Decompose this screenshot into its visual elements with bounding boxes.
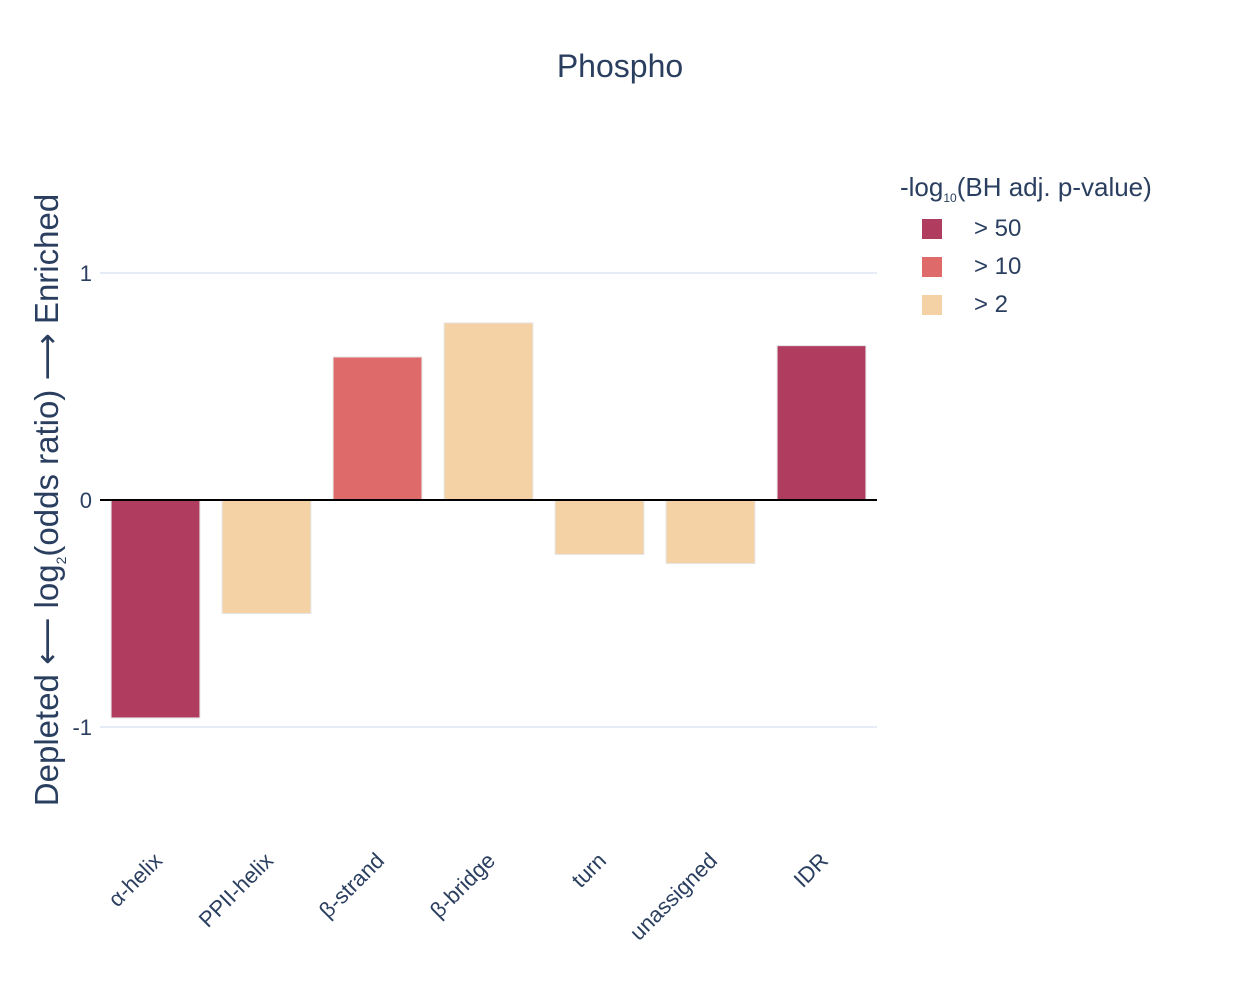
legend-swatch: [922, 219, 942, 239]
bar: [110, 499, 201, 719]
y-tick-label: 0: [80, 488, 92, 513]
y-axis-label: Depleted ⟵ log2(odds ratio) ⟶ Enriched: [27, 194, 69, 806]
bar: [554, 499, 645, 555]
legend-title: -log10(BH adj. p-value): [900, 172, 1152, 205]
legend-label: > 2: [974, 291, 1009, 318]
bar: [443, 322, 534, 501]
legend-title-subscript: 10: [943, 191, 957, 205]
y-tick-label: -1: [72, 715, 92, 740]
legend-item-gt2[interactable]: > 2: [922, 290, 1008, 320]
legend: -log10(BH adj. p-value) > 50 > 10 > 2: [900, 172, 1152, 318]
y-tick-label: 1: [80, 261, 92, 286]
legend-label: > 50: [974, 215, 1022, 242]
x-tick-label: β-bridge: [425, 848, 500, 923]
x-tick-label: PPII-helix: [194, 848, 278, 932]
y-axis-ticks: -1 0 1: [72, 261, 92, 740]
legend-swatch: [922, 257, 942, 277]
y-axis-label-suffix: (odds ratio) ⟶ Enriched: [28, 193, 65, 557]
bars-group: [110, 322, 867, 719]
gridlines: [100, 272, 877, 728]
legend-title-suffix: (BH adj. p-value): [956, 172, 1152, 202]
bar: [332, 356, 423, 501]
y-axis-label-prefix: Depleted ⟵ log: [28, 564, 65, 807]
legend-title-prefix: -log: [900, 172, 944, 202]
x-axis-ticks: α-helix PPII-helix β-strand β-bridge turn una…: [103, 848, 833, 945]
x-tick-label: unassigned: [625, 848, 722, 945]
legend-item-gt10[interactable]: > 10: [922, 252, 1021, 282]
y-axis-label-subscript: 2: [53, 556, 69, 565]
x-tick-label: IDR: [789, 848, 833, 892]
bar: [221, 499, 312, 614]
bar: [665, 499, 756, 565]
legend-item-gt50[interactable]: > 50: [922, 214, 1021, 244]
x-tick-label: turn: [567, 848, 611, 892]
chart-title: Phospho: [556, 48, 684, 84]
x-tick-label: α-helix: [103, 848, 167, 912]
x-tick-label: β-strand: [314, 848, 389, 923]
legend-label: > 10: [974, 253, 1022, 280]
legend-swatch: [922, 295, 942, 315]
bar: [776, 345, 867, 501]
